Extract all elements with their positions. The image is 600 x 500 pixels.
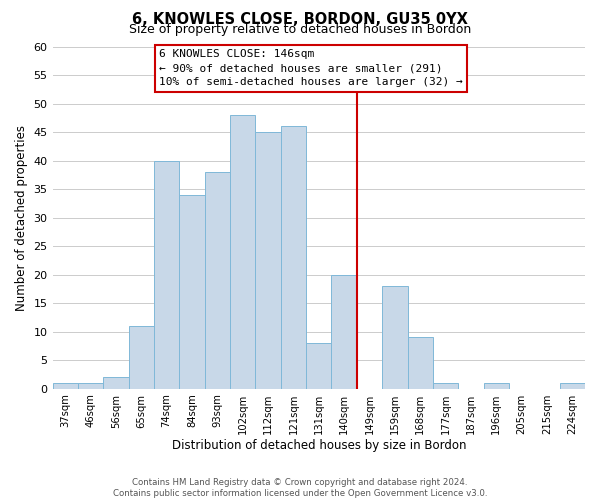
Bar bbox=[433, 383, 458, 388]
Bar bbox=[281, 126, 306, 388]
X-axis label: Distribution of detached houses by size in Bordon: Distribution of detached houses by size … bbox=[172, 440, 466, 452]
Bar bbox=[382, 286, 407, 388]
Bar bbox=[306, 343, 331, 388]
Bar bbox=[256, 132, 281, 388]
Bar bbox=[128, 326, 154, 388]
Text: Size of property relative to detached houses in Bordon: Size of property relative to detached ho… bbox=[129, 24, 471, 36]
Y-axis label: Number of detached properties: Number of detached properties bbox=[15, 124, 28, 310]
Text: 6, KNOWLES CLOSE, BORDON, GU35 0YX: 6, KNOWLES CLOSE, BORDON, GU35 0YX bbox=[132, 12, 468, 28]
Bar bbox=[53, 383, 78, 388]
Bar bbox=[230, 115, 256, 388]
Text: Contains HM Land Registry data © Crown copyright and database right 2024.
Contai: Contains HM Land Registry data © Crown c… bbox=[113, 478, 487, 498]
Bar bbox=[331, 274, 357, 388]
Bar bbox=[154, 160, 179, 388]
Bar bbox=[205, 172, 230, 388]
Bar bbox=[484, 383, 509, 388]
Bar bbox=[560, 383, 585, 388]
Bar bbox=[179, 195, 205, 388]
Text: 6 KNOWLES CLOSE: 146sqm
← 90% of detached houses are smaller (291)
10% of semi-d: 6 KNOWLES CLOSE: 146sqm ← 90% of detache… bbox=[159, 50, 463, 88]
Bar bbox=[103, 378, 128, 388]
Bar bbox=[407, 338, 433, 388]
Bar bbox=[78, 383, 103, 388]
